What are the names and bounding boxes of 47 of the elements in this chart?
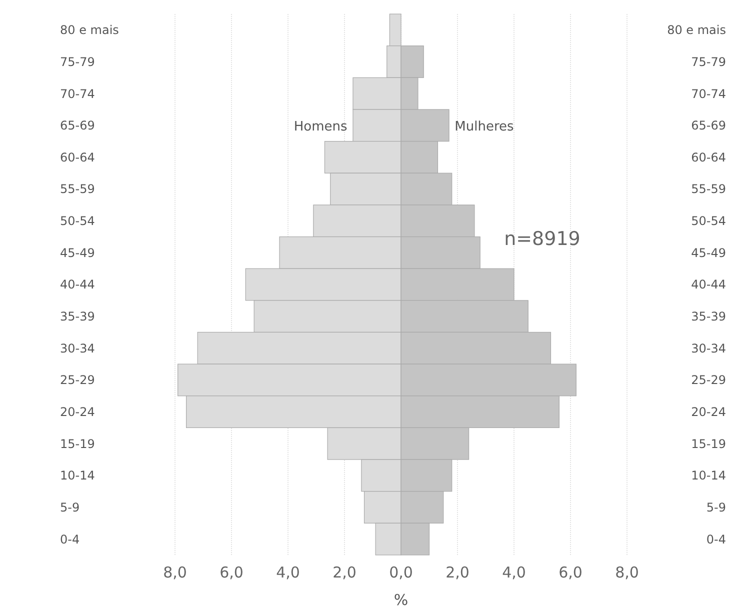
category-label: 75-79 <box>60 54 95 69</box>
category-label: 30-34 <box>60 341 95 356</box>
category-label: 15-19 <box>60 436 95 451</box>
y-tick-label: 45-49 <box>691 246 726 260</box>
y-tick-label: 70-74 <box>691 86 726 101</box>
y-tick-label: 30-34 <box>691 341 726 356</box>
x-tick-label: 2,0 <box>332 564 356 582</box>
y-tick-label: 80 e mais <box>667 23 726 38</box>
x-tick-label: 8,0 <box>615 564 639 582</box>
annotation: n=8919 <box>504 228 580 250</box>
category-label: 60-64 <box>60 150 95 164</box>
x-axis-title: % <box>394 591 408 609</box>
y-tick-label: 50-54 <box>691 214 726 228</box>
x-tick-label: 4,0 <box>276 564 300 582</box>
category-label: 45-49 <box>60 246 95 260</box>
series-label: Mulheres <box>454 119 514 134</box>
x-tick-label: 0,0 <box>389 564 413 582</box>
y-tick-label: 35-39 <box>691 310 726 324</box>
category-label: 65-69 <box>60 118 95 133</box>
y-tick-label: 65-69 <box>691 118 726 133</box>
y-tick-label: 75-79 <box>691 54 726 69</box>
category-label: 25-29 <box>60 373 95 388</box>
category-label: 0-4 <box>60 532 80 546</box>
y-tick-label: 25-29 <box>691 373 726 388</box>
category-label: 10-14 <box>60 468 95 483</box>
y-tick-label: 10-14 <box>691 468 726 483</box>
x-tick-label: 2,0 <box>446 564 470 582</box>
y-tick-label: 60-64 <box>691 150 726 164</box>
y-tick-label: 40-44 <box>691 278 726 292</box>
category-label: 70-74 <box>60 86 95 101</box>
category-label: 35-39 <box>60 310 95 324</box>
y-tick-label: 5-9 <box>706 500 726 514</box>
y-tick-label: 20-24 <box>691 404 726 419</box>
category-label: 80 e mais <box>60 23 119 38</box>
category-label: 55-59 <box>60 182 95 196</box>
y-tick-label: 15-19 <box>691 436 726 451</box>
x-tick-label: 8,0 <box>163 564 187 582</box>
x-tick-label: 6,0 <box>220 564 244 582</box>
y-tick-label: 0-4 <box>706 532 726 546</box>
x-tick-label: 6,0 <box>558 564 582 582</box>
category-label: 40-44 <box>60 278 95 292</box>
category-label: 50-54 <box>60 214 95 228</box>
category-label: 20-24 <box>60 404 95 419</box>
y-tick-label: 55-59 <box>691 182 726 196</box>
x-tick-label: 4,0 <box>502 564 526 582</box>
category-label: 5-9 <box>60 500 80 514</box>
series-label: Homens <box>294 119 348 134</box>
